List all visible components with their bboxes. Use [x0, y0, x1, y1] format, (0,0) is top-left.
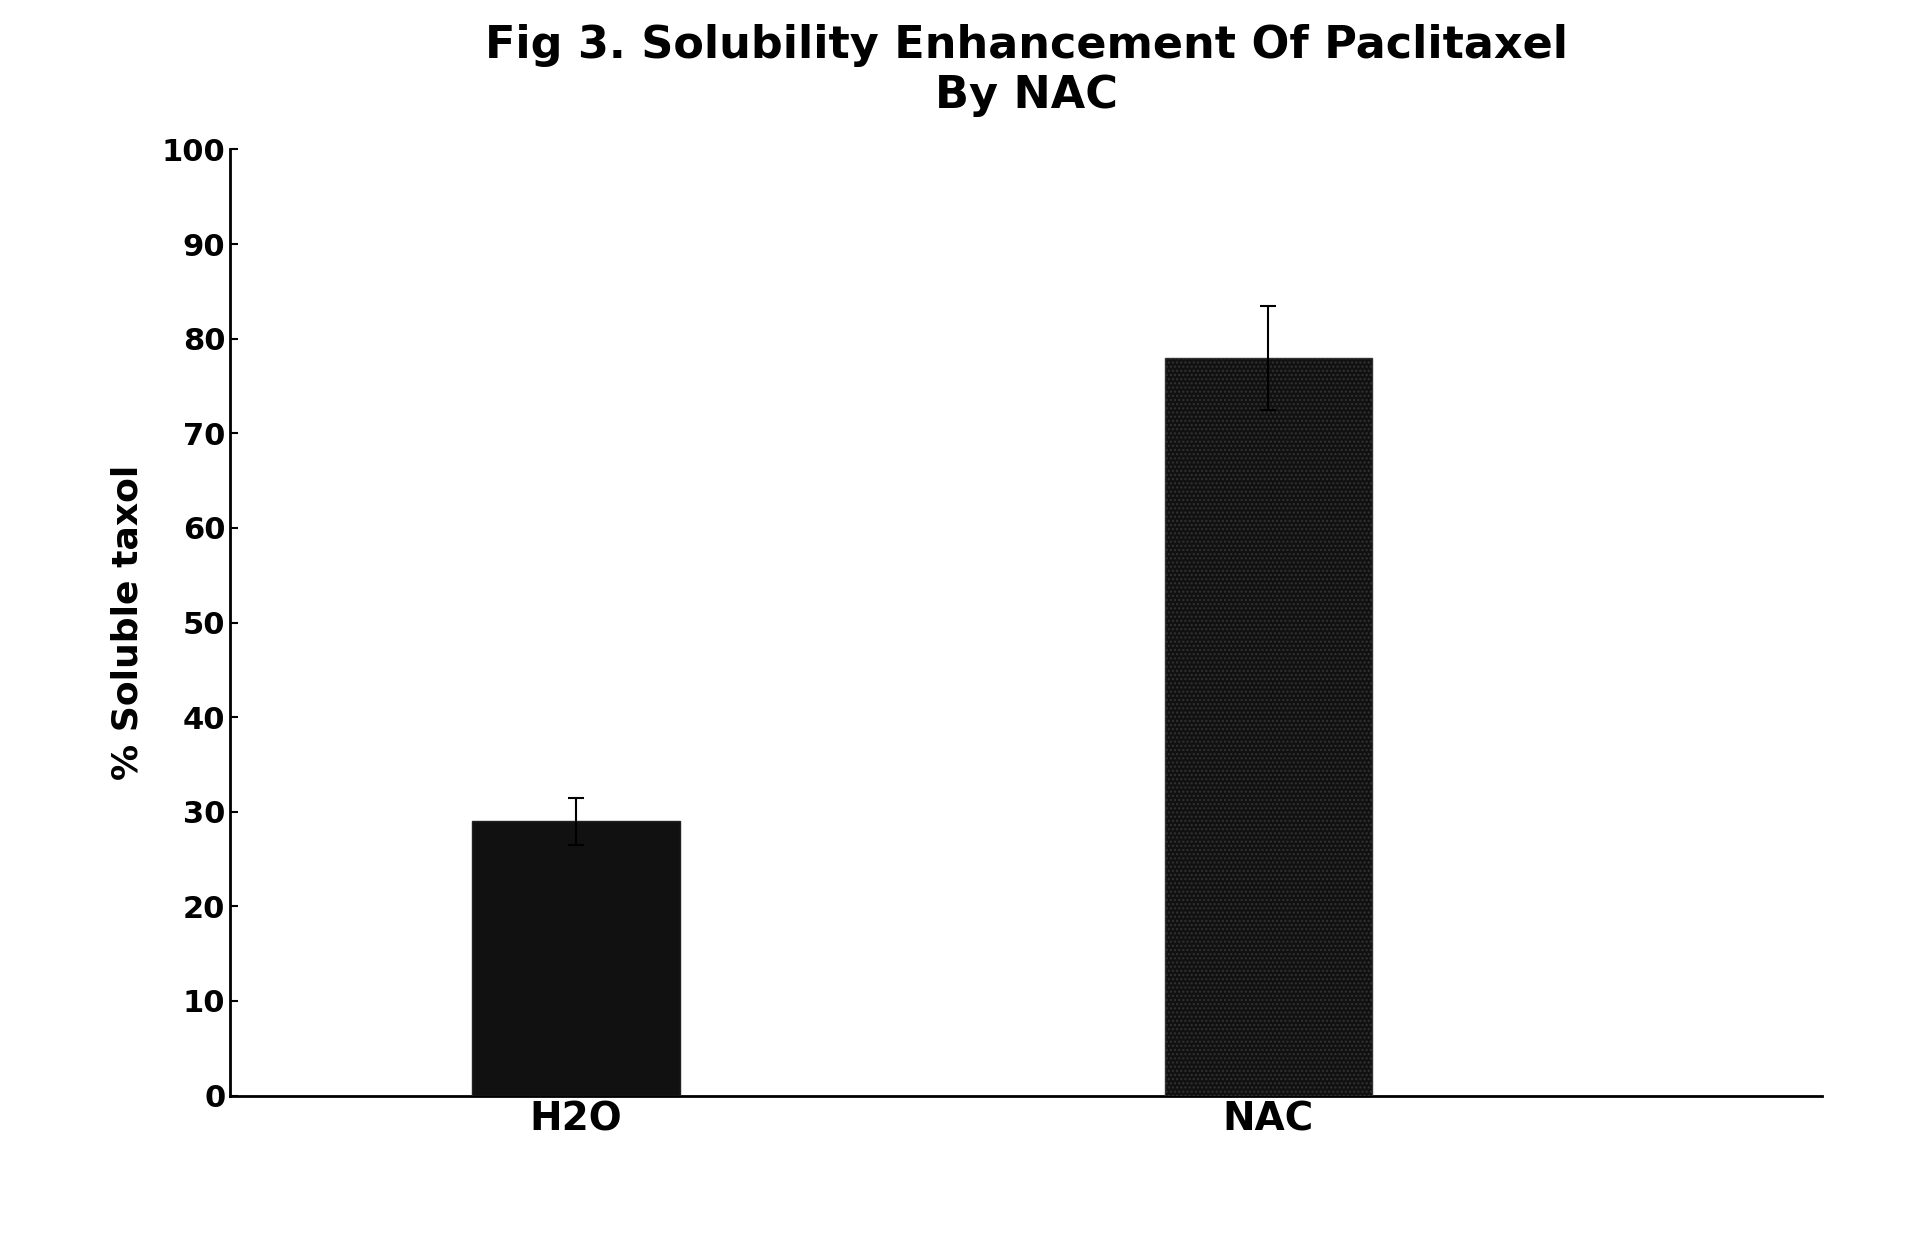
Y-axis label: % Soluble taxol: % Soluble taxol [111, 464, 146, 781]
Bar [1164, 357, 1371, 1096]
Title: Fig 3. Solubility Enhancement Of Paclitaxel
By NAC: Fig 3. Solubility Enhancement Of Paclita… [485, 24, 1567, 117]
Bar [472, 822, 681, 1096]
